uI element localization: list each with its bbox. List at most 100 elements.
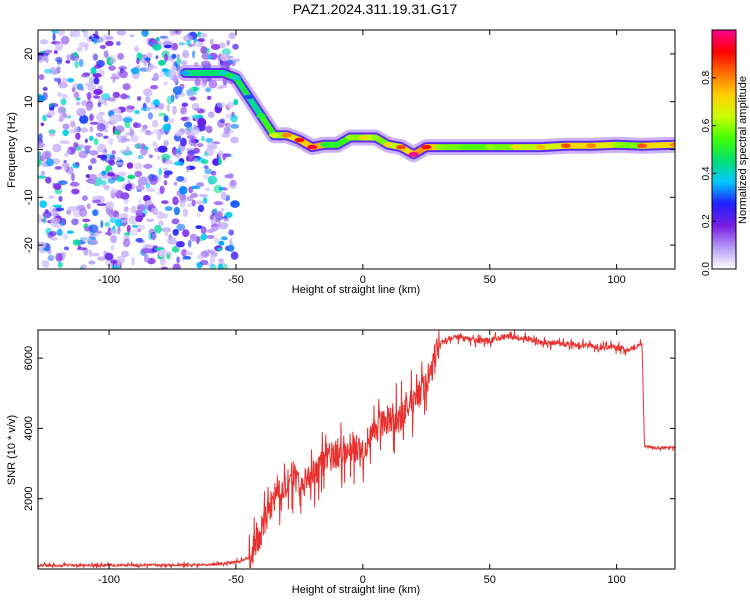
noise-blob — [121, 250, 130, 258]
noise-blob — [71, 188, 80, 195]
noise-blob — [151, 207, 159, 214]
noise-blob — [122, 117, 133, 123]
noise-blob — [168, 118, 175, 124]
noise-blob — [176, 57, 181, 66]
noise-blob — [86, 203, 91, 210]
noise-blob — [92, 195, 102, 201]
noise-blob — [158, 220, 164, 226]
snr-frame — [37, 329, 676, 570]
noise-blob — [57, 261, 63, 268]
ridge-point — [256, 113, 267, 119]
noise-blob — [155, 37, 160, 42]
noise-blob — [66, 209, 72, 215]
noise-blob — [221, 153, 231, 158]
noise-blob — [163, 81, 169, 86]
noise-blob — [126, 224, 131, 233]
noise-blob — [166, 160, 174, 165]
noise-blob — [164, 53, 168, 62]
noise-blob — [180, 106, 188, 115]
noise-blob — [72, 30, 81, 38]
noise-blob — [76, 146, 82, 151]
noise-blob — [57, 92, 63, 97]
noise-blob — [176, 241, 185, 248]
noise-blob — [125, 146, 130, 155]
noise-blob — [115, 125, 125, 133]
colorbar: 0.0 0.2 0.4 0.6 0.8 Normalized spectral ampl… — [701, 29, 749, 276]
x-tick-label: 100 — [607, 274, 625, 286]
noise-blob — [58, 118, 64, 122]
noise-blob — [100, 154, 108, 161]
noise-blob — [145, 96, 151, 104]
noise-blob — [206, 234, 215, 240]
y-tick-label: 2000 — [23, 486, 35, 510]
noise-blob — [160, 127, 164, 136]
noise-blob — [52, 143, 62, 153]
noise-blob — [186, 195, 193, 202]
noise-blob — [116, 176, 125, 183]
spectrogram-marks — [38, 30, 675, 269]
noise-blob — [38, 142, 46, 148]
noise-blob — [58, 81, 68, 89]
noise-blob — [97, 101, 102, 108]
noise-blob — [213, 201, 224, 206]
noise-blob — [128, 215, 138, 225]
noise-blob — [195, 200, 205, 205]
noise-blob — [163, 167, 168, 171]
noise-blob — [109, 229, 120, 234]
noise-blob — [89, 126, 94, 133]
noise-blob — [200, 226, 207, 235]
noise-blob — [43, 68, 53, 74]
noise-blob — [44, 49, 53, 54]
noise-blob — [99, 45, 106, 49]
noise-blob — [52, 204, 63, 208]
noise-blob — [191, 126, 200, 135]
noise-blob — [81, 195, 88, 201]
noise-blob — [110, 76, 120, 80]
noise-blob — [48, 195, 55, 199]
noise-blob — [40, 170, 46, 176]
noise-blob — [76, 247, 87, 251]
noise-blob — [48, 102, 54, 108]
noise-blob — [43, 217, 47, 224]
noise-blob — [233, 98, 239, 106]
noise-blob — [116, 255, 126, 265]
noise-blob — [105, 40, 114, 47]
noise-blob — [209, 38, 214, 45]
noise-blob — [63, 246, 70, 251]
noise-blob — [152, 129, 161, 135]
noise-blob — [135, 144, 141, 149]
noise-blob — [78, 59, 84, 67]
noise-blob — [135, 237, 144, 243]
noise-blob — [114, 218, 123, 227]
noise-blob — [143, 163, 153, 169]
noise-blob — [62, 129, 69, 137]
noise-blob — [164, 206, 173, 212]
noise-blob — [103, 50, 109, 58]
noise-blob — [192, 50, 196, 59]
noise-blob — [213, 184, 224, 194]
noise-blob — [160, 212, 169, 219]
noise-blob — [230, 114, 238, 123]
noise-blob — [205, 87, 212, 93]
noise-blob — [137, 154, 144, 160]
noise-blob — [224, 211, 233, 219]
noise-blob — [78, 150, 88, 159]
noise-blob — [220, 191, 227, 201]
noise-blob — [67, 206, 77, 211]
noise-blob — [143, 59, 148, 67]
noise-blob — [88, 165, 93, 171]
noise-blob — [176, 256, 180, 264]
noise-blob — [214, 211, 223, 220]
noise-blob — [84, 146, 91, 151]
spectrogram-frame — [37, 29, 676, 270]
noise-blob — [85, 103, 93, 111]
ridge-point — [586, 143, 597, 148]
ridge-point — [510, 144, 521, 150]
noise-blob — [145, 199, 153, 206]
noise-blob — [160, 266, 169, 269]
y-tick-label: -20 — [23, 237, 35, 253]
noise-blob — [209, 263, 217, 269]
noise-blob — [219, 84, 228, 89]
ridge-point — [319, 142, 330, 147]
